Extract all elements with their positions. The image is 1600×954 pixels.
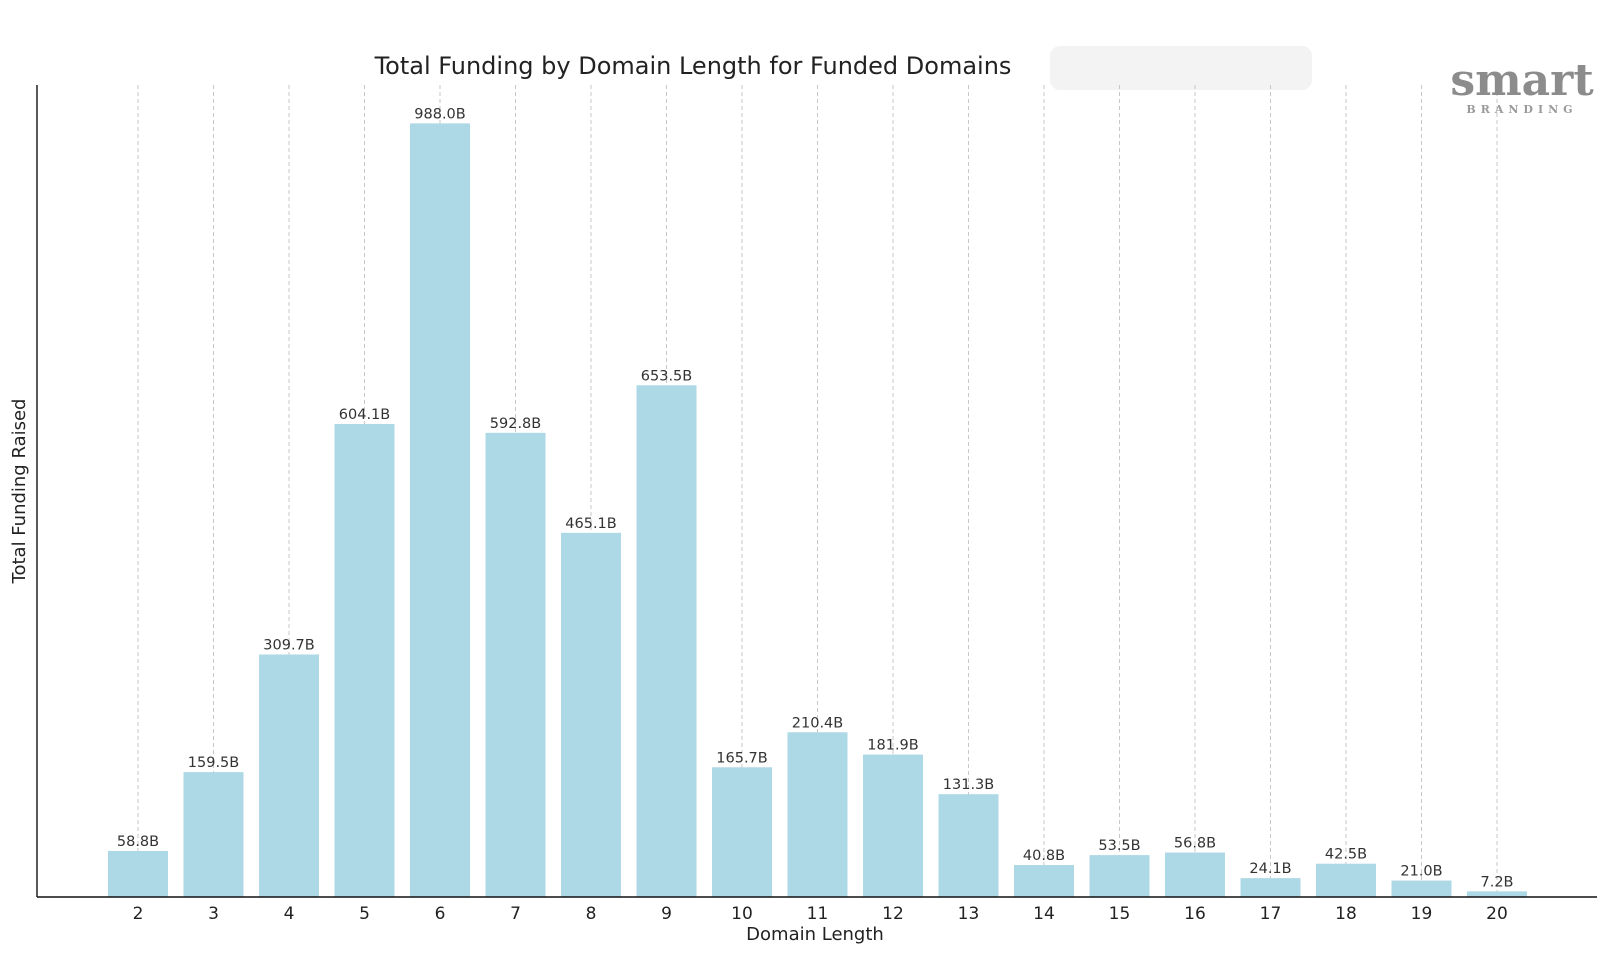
chart-title: Total Funding by Domain Length for Funde… (374, 52, 1012, 80)
bar-6 (410, 123, 470, 898)
x-axis-label: Domain Length (746, 924, 884, 945)
x-tick-label-6: 6 (435, 904, 446, 924)
bar-11 (787, 732, 848, 897)
data-label-9: 653.5B (641, 368, 692, 384)
x-tick-label-19: 19 (1411, 904, 1433, 924)
bar-20 (1467, 891, 1527, 897)
x-tick-label-7: 7 (510, 904, 521, 924)
data-label-12: 181.9B (867, 738, 918, 754)
data-label-19: 21.0B (1400, 864, 1442, 880)
data-label-11: 210.4B (792, 715, 843, 731)
data-label-16: 56.8B (1174, 836, 1216, 852)
bar-9 (636, 385, 697, 897)
bar-8 (561, 532, 621, 897)
data-label-4: 309.7B (263, 637, 314, 653)
x-tick-label-13: 13 (958, 904, 980, 924)
data-label-10: 165.7B (716, 750, 767, 766)
x-tick-label-4: 4 (284, 904, 295, 924)
x-tick-label-15: 15 (1109, 904, 1131, 924)
data-label-14: 40.8B (1023, 848, 1065, 864)
bar-14 (1014, 865, 1074, 897)
bar-5 (334, 423, 395, 897)
smart-branding-logo: smart BRANDING (1450, 55, 1594, 116)
bar-15 (1089, 855, 1150, 897)
bar-13 (938, 794, 999, 897)
logo-tagline: BRANDING (1466, 103, 1577, 116)
bar-12 (863, 754, 923, 897)
data-label-5: 604.1B (339, 407, 390, 423)
data-label-17: 24.1B (1249, 861, 1291, 877)
data-label-20: 7.2B (1480, 874, 1513, 890)
x-tick-label-18: 18 (1335, 904, 1357, 924)
x-tick-label-16: 16 (1184, 904, 1206, 924)
bar-2 (108, 850, 168, 897)
y-axis-label: Total Funding Raised (9, 399, 30, 585)
x-tick-label-20: 20 (1486, 904, 1508, 924)
x-tick-label-14: 14 (1033, 904, 1055, 924)
data-label-7: 592.8B (490, 416, 541, 432)
x-tick-label-3: 3 (208, 904, 219, 924)
data-label-2: 58.8B (117, 834, 159, 850)
data-label-6: 988.0B (414, 106, 465, 122)
faint-overlay-box (1050, 46, 1312, 90)
bar-17 (1240, 878, 1301, 897)
data-labels: 58.8B 159.5B 309.7B 604.1B 988.0B 592.8B 465.1… (117, 106, 1514, 890)
x-tick-labels: 2 3 4 5 6 7 8 9 10 11 12 13 14 15 16 17 18 19 20 (133, 904, 1508, 924)
x-tick-label-12: 12 (882, 904, 904, 924)
x-tick-label-2: 2 (133, 904, 144, 924)
bar-3 (183, 772, 244, 897)
x-tick-label-17: 17 (1260, 904, 1282, 924)
data-label-15: 53.5B (1098, 838, 1140, 854)
logo-wordmark: smart (1450, 55, 1594, 106)
bar-18 (1316, 863, 1376, 897)
bar-16 (1165, 852, 1225, 897)
x-tick-label-5: 5 (359, 904, 370, 924)
x-tick-label-8: 8 (586, 904, 597, 924)
bars (108, 123, 1527, 898)
x-tick-label-9: 9 (661, 904, 672, 924)
data-label-18: 42.5B (1325, 847, 1367, 863)
data-label-13: 131.3B (943, 777, 994, 793)
x-tick-label-11: 11 (807, 904, 829, 924)
data-label-3: 159.5B (188, 755, 239, 771)
bar-19 (1391, 880, 1452, 897)
bar-7 (485, 432, 546, 897)
data-label-8: 465.1B (565, 516, 616, 532)
bar-10 (712, 767, 772, 897)
x-tick-label-10: 10 (731, 904, 753, 924)
bar-4 (259, 654, 319, 897)
